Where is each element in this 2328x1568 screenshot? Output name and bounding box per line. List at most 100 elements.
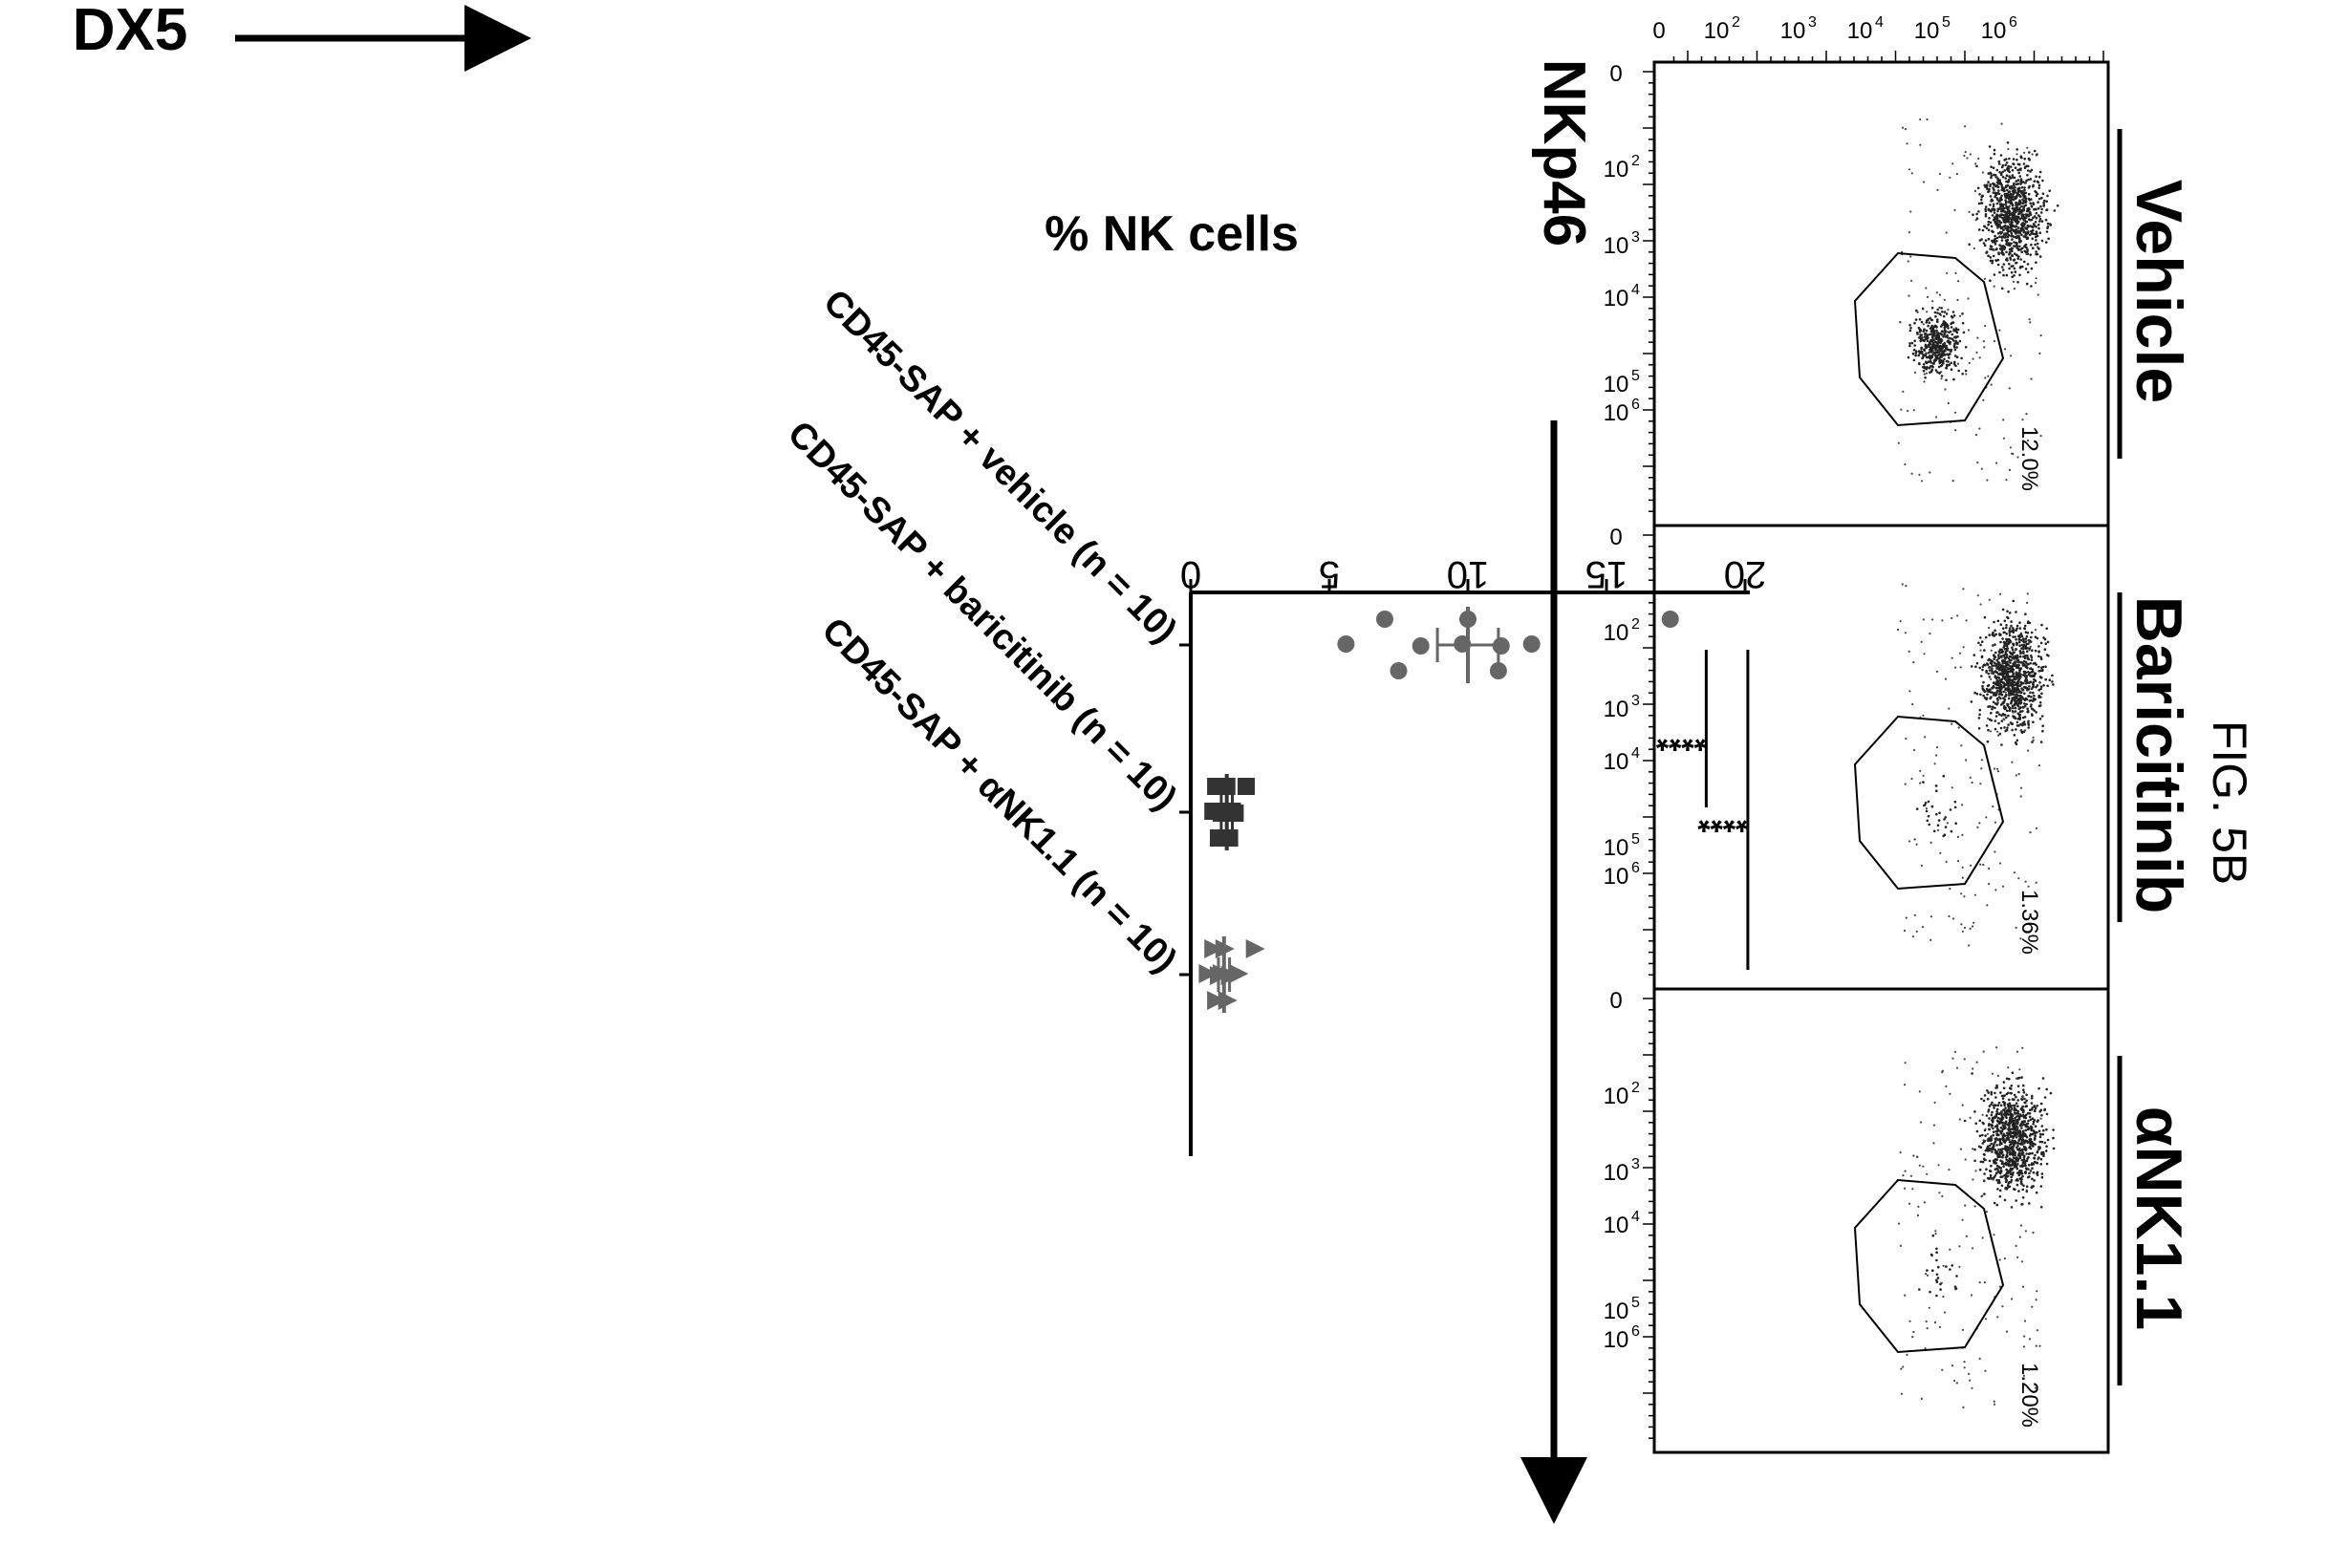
cell-event (2003, 648, 2007, 651)
cell-event (2018, 1154, 2021, 1157)
cell-event (2012, 642, 2015, 646)
cell-event (1968, 361, 1971, 364)
cell-event (2012, 1144, 2015, 1148)
cell-event (2018, 697, 2022, 700)
x-tick-exp: 2 (1631, 1080, 1640, 1096)
cell-event (1900, 1392, 1903, 1395)
cell-event (2020, 208, 2023, 212)
cell-event (2032, 662, 2035, 665)
cell-event (1994, 651, 1997, 655)
cell-event (1991, 705, 1994, 709)
cell-event (2011, 670, 2015, 673)
cell-event (1998, 685, 2001, 688)
cell-event (2024, 661, 2028, 664)
cell-event (2003, 695, 2007, 698)
cell-event (1974, 665, 1977, 669)
cell-event (1961, 1328, 1964, 1331)
cell-event (1999, 634, 2002, 636)
cell-event (2000, 188, 2004, 192)
cell-event (2000, 247, 2003, 251)
cell-event (2021, 1174, 2024, 1178)
cell-event (2004, 184, 2008, 187)
cell-event (1995, 711, 1998, 715)
cell-event (1940, 311, 1944, 313)
cell-event (2006, 610, 2009, 613)
cell-event (2018, 1130, 2022, 1134)
cell-event (1917, 1288, 1921, 1291)
cell-event (1933, 311, 1937, 314)
cell-event (2037, 226, 2040, 230)
cell-event (1968, 243, 1971, 247)
x-tick-label: 10 3 (1604, 1156, 1640, 1186)
cell-event (2009, 1109, 2013, 1112)
cell-event (1993, 657, 1995, 661)
cell-event (2016, 1109, 2020, 1113)
cell-event (1953, 1050, 1957, 1054)
cell-event (2031, 670, 2035, 674)
cell-event (2011, 706, 2015, 710)
cell-event (1976, 826, 1979, 829)
cell-event (1980, 767, 1983, 770)
cell-event (1921, 366, 1925, 369)
cell-event (1994, 1149, 1996, 1151)
cell-event (2037, 645, 2040, 648)
cell-event (1996, 185, 2000, 189)
cell-event (2025, 282, 2029, 286)
cell-event (2005, 479, 2008, 482)
cell-event (2022, 692, 2026, 696)
cell-event (1997, 223, 2001, 226)
cell-event (2015, 1135, 2018, 1139)
cell-event (2006, 181, 2010, 183)
cell-event (1952, 377, 1955, 381)
cell-event (1996, 1168, 1999, 1171)
cell-event (1939, 325, 1943, 328)
cell-event (2005, 226, 2009, 229)
cell-event (1913, 321, 1916, 325)
cell-event (1985, 724, 1989, 727)
cell-event (2010, 193, 2013, 197)
cell-event (1970, 864, 1972, 867)
cell-event (1942, 335, 1945, 338)
y-tick-label: 10 2 (1704, 14, 1740, 44)
cell-event (1986, 187, 1989, 190)
cell-event (2028, 318, 2031, 321)
cell-event (1964, 346, 1968, 349)
cell-event (2037, 197, 2041, 201)
cell-event (2001, 608, 2005, 612)
cell-event (1994, 720, 1997, 722)
cell-event (2010, 1105, 2013, 1107)
cell-event (1988, 1105, 1992, 1107)
cell-event (2024, 1230, 2027, 1233)
cell-event (2007, 663, 2010, 667)
cell-event (2011, 761, 2014, 763)
cell-event (2024, 682, 2028, 685)
x-tick-base: 10 (1604, 157, 1629, 183)
cell-event (2012, 599, 2015, 603)
cell-event (2003, 704, 2006, 708)
cell-event (2002, 685, 2006, 689)
cell-event (2044, 665, 2047, 669)
cell-event (1977, 202, 1981, 205)
cell-event (1934, 351, 1938, 354)
cell-event (1922, 181, 1926, 183)
cell-event (1980, 640, 1984, 644)
cell-event (1908, 650, 1910, 654)
cell-event (1963, 926, 1967, 930)
data-point (1204, 939, 1224, 958)
cell-event (2016, 226, 2020, 229)
cell-event (1987, 666, 1991, 669)
cell-event (2008, 695, 2011, 698)
cell-event (1975, 1061, 1978, 1063)
cell-event (2031, 1167, 2034, 1170)
cell-event (2034, 635, 2037, 639)
cell-event (2015, 228, 2018, 231)
cell-event (2013, 267, 2016, 270)
cell-event (1951, 315, 1954, 319)
cell-event (1927, 360, 1930, 364)
cell-event (2030, 267, 2034, 270)
cell-event (2037, 670, 2040, 673)
cell-event (2015, 1158, 2018, 1162)
gate-polygon (1853, 1178, 2005, 1354)
cell-event (2026, 592, 2029, 595)
cell-event (1909, 255, 1912, 258)
